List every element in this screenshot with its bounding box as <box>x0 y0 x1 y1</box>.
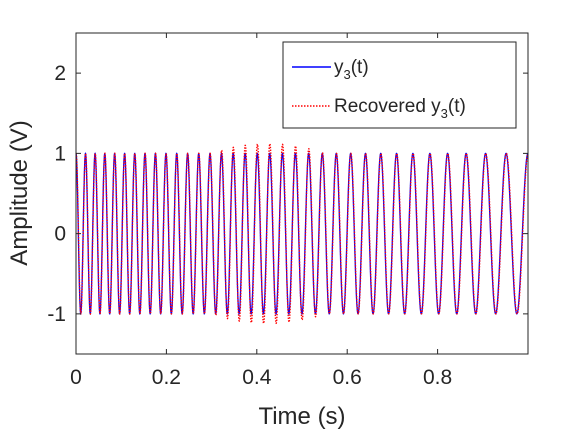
legend-label-y3-sub: 3 <box>344 67 351 82</box>
legend-label-recovered-y3: Recovered y3(t) <box>334 96 466 121</box>
x-tick-label: 0.6 <box>333 366 362 389</box>
y-tick-label: 1 <box>54 142 66 165</box>
y-tick-label: -1 <box>47 303 66 326</box>
series-line-recovered-y3 <box>75 143 529 325</box>
x-tick-label: 0.4 <box>242 366 272 389</box>
legend: y3(t) Recovered y3(t) <box>282 41 517 129</box>
ticks-layer: 0 0.2 0.4 0.6 0.8 -1 0 1 2 <box>47 33 528 389</box>
legend-box <box>282 41 517 129</box>
y-tick-label: 2 <box>54 62 66 85</box>
y-axis-title: Amplitude (V) <box>6 120 33 265</box>
y-tick-label: 0 <box>54 223 66 246</box>
series-line-y3 <box>75 152 529 315</box>
x-tick-label: 0.8 <box>423 366 452 389</box>
legend-label-y3-tail: (t) <box>351 57 369 78</box>
legend-label-recovered-main: Recovered y <box>334 96 441 117</box>
x-tick-label: 0 <box>70 366 82 389</box>
legend-label-y3: y3(t) <box>334 57 369 82</box>
legend-label-recovered-tail: (t) <box>448 96 466 117</box>
x-axis-title: Time (s) <box>258 403 345 430</box>
series-layer <box>75 143 529 325</box>
legend-label-y3-main: y <box>334 57 344 78</box>
legend-label-recovered-sub: 3 <box>441 106 448 121</box>
x-tick-label: 0.2 <box>152 366 181 389</box>
plot-frame <box>75 32 529 355</box>
